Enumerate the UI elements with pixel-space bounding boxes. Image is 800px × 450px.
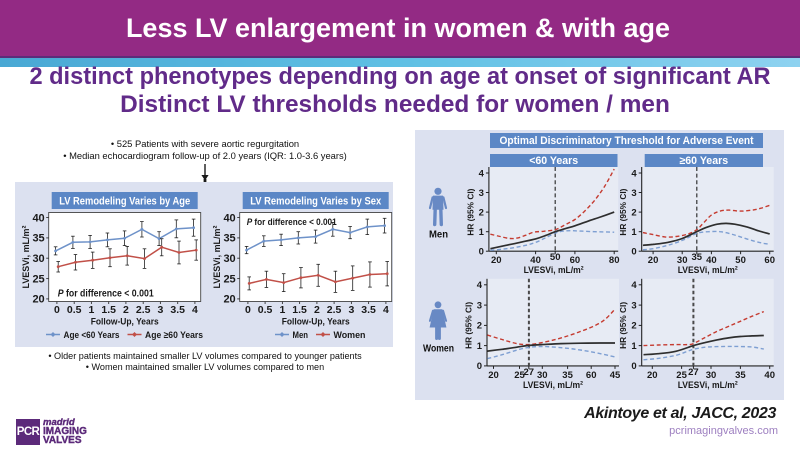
svg-text:LVESVi, mL/m²: LVESVi, mL/m² — [523, 380, 583, 390]
svg-text:LV Remodeling Varies by Age: LV Remodeling Varies by Age — [59, 196, 190, 208]
svg-text:Women: Women — [334, 330, 366, 341]
svg-text:50: 50 — [735, 255, 746, 266]
svg-text:30: 30 — [223, 253, 235, 265]
svg-text:4: 4 — [383, 304, 389, 316]
svg-text:3: 3 — [157, 304, 163, 316]
svg-text:LVESVi, mL/m²: LVESVi, mL/m² — [524, 265, 584, 275]
svg-text:25: 25 — [514, 370, 525, 381]
svg-text:LVESVi, mL/m²: LVESVi, mL/m² — [21, 226, 31, 289]
svg-text:0: 0 — [54, 304, 60, 316]
svg-text:27: 27 — [688, 367, 699, 378]
svg-text:3: 3 — [479, 188, 484, 199]
svg-text:60: 60 — [570, 255, 581, 266]
svg-text:Follow-Up, Years: Follow-Up, Years — [91, 317, 159, 327]
svg-text:Men: Men — [293, 330, 309, 341]
svg-text:4: 4 — [477, 280, 483, 291]
svg-text:1: 1 — [88, 304, 94, 316]
svg-text:3: 3 — [631, 188, 636, 199]
svg-text:2: 2 — [477, 321, 482, 332]
svg-text:4: 4 — [631, 168, 637, 179]
svg-text:4: 4 — [479, 168, 485, 179]
svg-text:0: 0 — [477, 361, 482, 372]
svg-text:0.5: 0.5 — [67, 304, 82, 316]
svg-text:35: 35 — [32, 233, 44, 245]
svg-text:0: 0 — [631, 361, 636, 372]
svg-text:HR (95% CI): HR (95% CI) — [618, 302, 628, 349]
svg-text:1.5: 1.5 — [101, 304, 116, 316]
svg-text:20: 20 — [648, 255, 659, 266]
svg-text:50: 50 — [550, 252, 561, 263]
svg-text:1: 1 — [477, 341, 483, 352]
svg-text:3.5: 3.5 — [170, 304, 185, 316]
svg-text:60: 60 — [586, 370, 597, 381]
svg-text:LVESVi, mL/m²: LVESVi, mL/m² — [678, 380, 738, 390]
svg-text:35: 35 — [692, 252, 703, 263]
svg-text:<60 Years: <60 Years — [529, 155, 578, 167]
svg-text:1: 1 — [279, 304, 285, 316]
svg-text:HR (95% CI): HR (95% CI) — [464, 302, 474, 349]
svg-text:25: 25 — [676, 370, 687, 381]
svg-text:35: 35 — [223, 233, 235, 245]
svg-text:HR (95% CI): HR (95% CI) — [465, 188, 475, 235]
svg-text:≥60 Years: ≥60 Years — [679, 155, 728, 167]
svg-text:HR (95% CI): HR (95% CI) — [618, 188, 628, 235]
svg-text:20: 20 — [488, 370, 499, 381]
svg-text:Optimal Discriminatory Thresho: Optimal Discriminatory Threshold for Adv… — [500, 135, 754, 147]
svg-text:35: 35 — [562, 370, 573, 381]
svg-text:LV Remodeling Varies by Sex: LV Remodeling Varies by Sex — [250, 196, 382, 208]
svg-text:35: 35 — [735, 370, 746, 381]
svg-text:3.5: 3.5 — [361, 304, 376, 316]
svg-text:Follow-Up, Years: Follow-Up, Years — [282, 317, 350, 327]
svg-text:40: 40 — [223, 212, 235, 224]
svg-text:LVESVi, mL/m²: LVESVi, mL/m² — [212, 226, 222, 289]
svg-text:40: 40 — [530, 255, 541, 266]
svg-text:30: 30 — [706, 370, 717, 381]
svg-text:3: 3 — [631, 300, 636, 311]
svg-text:30: 30 — [677, 255, 688, 266]
svg-text:2: 2 — [123, 304, 129, 316]
svg-text:45: 45 — [610, 370, 621, 381]
svg-text:Men: Men — [429, 229, 448, 241]
svg-text:Age <60 Years: Age <60 Years — [64, 330, 120, 341]
svg-text:0: 0 — [631, 247, 636, 258]
svg-text:60: 60 — [764, 255, 775, 266]
svg-text:40: 40 — [32, 212, 44, 224]
svg-text:4: 4 — [631, 280, 637, 291]
svg-text:40: 40 — [764, 370, 775, 381]
svg-text:25: 25 — [32, 273, 44, 285]
svg-text:P for difference < 0.001: P for difference < 0.001 — [58, 289, 154, 300]
svg-text:2: 2 — [479, 207, 484, 218]
svg-text:2: 2 — [631, 321, 636, 332]
svg-text:20: 20 — [491, 255, 502, 266]
svg-text:1: 1 — [631, 227, 637, 238]
svg-text:40: 40 — [706, 255, 717, 266]
svg-text:1: 1 — [479, 227, 485, 238]
svg-text:LVESVi, mL/m²: LVESVi, mL/m² — [678, 265, 738, 275]
svg-text:Women: Women — [423, 343, 454, 355]
svg-text:30: 30 — [32, 253, 44, 265]
svg-text:20: 20 — [223, 294, 235, 306]
svg-text:2.5: 2.5 — [327, 304, 342, 316]
svg-text:4: 4 — [192, 304, 198, 316]
svg-text:3: 3 — [348, 304, 354, 316]
svg-text:1: 1 — [631, 341, 637, 352]
svg-text:3: 3 — [477, 300, 482, 311]
svg-text:27: 27 — [524, 367, 535, 378]
svg-text:0.5: 0.5 — [258, 304, 273, 316]
svg-text:P for difference < 0.001: P for difference < 0.001 — [247, 217, 337, 227]
svg-text:2: 2 — [631, 207, 636, 218]
svg-text:2.5: 2.5 — [136, 304, 151, 316]
svg-text:0: 0 — [479, 247, 484, 258]
svg-text:20: 20 — [647, 370, 658, 381]
svg-text:80: 80 — [609, 255, 620, 266]
svg-text:25: 25 — [223, 273, 235, 285]
svg-text:Age ≥60 Years: Age ≥60 Years — [145, 330, 203, 341]
svg-text:1.5: 1.5 — [292, 304, 307, 316]
svg-text:20: 20 — [32, 294, 44, 306]
svg-text:2: 2 — [314, 304, 320, 316]
svg-text:30: 30 — [537, 370, 548, 381]
svg-text:0: 0 — [245, 304, 251, 316]
